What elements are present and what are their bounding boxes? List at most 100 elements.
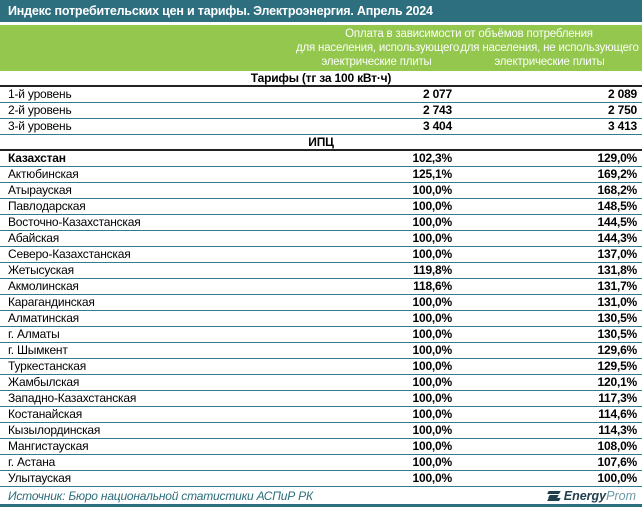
table-row: Абайская 100,0% 144,3%	[0, 230, 642, 247]
energyprom-logo: Energy Prom	[547, 489, 636, 503]
value-without-plates: 148,5%	[457, 198, 642, 215]
table-row: Атырауская 100,0% 168,2%	[0, 182, 642, 199]
value-without-plates: 120,1%	[457, 374, 642, 391]
row-label: Карагандинская	[0, 294, 296, 311]
value-without-plates: 2 750	[457, 102, 642, 119]
value-without-plates: 144,5%	[457, 214, 642, 231]
table-row: Костанайская 100,0% 114,6%	[0, 406, 642, 423]
row-label: г. Астана	[0, 454, 296, 471]
source-note: Источник: Бюро национальной статистики А…	[8, 489, 313, 503]
row-label: Жетысуская	[0, 262, 296, 279]
row-label: Кызылординская	[0, 422, 296, 439]
value-with-plates: 2 743	[296, 102, 457, 119]
table-row: Кызылординская 100,0% 114,3%	[0, 422, 642, 439]
value-with-plates: 100,0%	[296, 390, 457, 407]
row-label: Казахстан	[0, 150, 296, 167]
row-label: Северо-Казахстанская	[0, 246, 296, 263]
value-without-plates: 131,8%	[457, 262, 642, 279]
value-with-plates: 2 077	[296, 86, 457, 103]
value-with-plates: 102,3%	[296, 150, 457, 167]
section-title: ИПЦ	[0, 134, 642, 151]
value-with-plates: 100,0%	[296, 358, 457, 375]
table-row: г. Шымкент 100,0% 129,6%	[0, 342, 642, 359]
row-label: Костанайская	[0, 406, 296, 423]
value-with-plates: 100,0%	[296, 326, 457, 343]
table-row: 1-й уровень 2 077 2 089	[0, 86, 642, 103]
value-without-plates: 130,5%	[457, 310, 642, 327]
tariffs-ipc-table: Тарифы (тг за 100 кВт·ч) 1-й уровень 2 0…	[0, 71, 642, 487]
table-row: г. Астана 100,0% 107,6%	[0, 454, 642, 471]
value-with-plates: 100,0%	[296, 310, 457, 327]
row-label: Актюбинская	[0, 166, 296, 183]
table-row: Павлодарская 100,0% 148,5%	[0, 198, 642, 215]
row-label: Павлодарская	[0, 198, 296, 215]
row-label: Западно-Казахстанская	[0, 390, 296, 407]
value-without-plates: 3 413	[457, 118, 642, 135]
table-row: 3-й уровень 3 404 3 413	[0, 118, 642, 135]
value-without-plates: 107,6%	[457, 454, 642, 471]
value-with-plates: 3 404	[296, 118, 457, 135]
divider	[0, 22, 642, 25]
logo-text-energy: Energy	[563, 489, 607, 503]
footer: Источник: Бюро национальной статистики А…	[0, 487, 642, 504]
row-label: 1-й уровень	[0, 86, 296, 103]
table-row: Восточно-Казахстанская 100,0% 144,5%	[0, 214, 642, 231]
value-with-plates: 100,0%	[296, 470, 457, 487]
value-with-plates: 100,0%	[296, 422, 457, 439]
row-label: г. Алматы	[0, 326, 296, 343]
value-with-plates: 100,0%	[296, 454, 457, 471]
table-row: Жетысуская 119,8% 131,8%	[0, 262, 642, 279]
value-with-plates: 100,0%	[296, 438, 457, 455]
row-label: Алматинская	[0, 310, 296, 327]
value-with-plates: 119,8%	[296, 262, 457, 279]
value-with-plates: 125,1%	[296, 166, 457, 183]
value-without-plates: 129,0%	[457, 150, 642, 167]
section-title: Тарифы (тг за 100 кВт·ч)	[0, 71, 642, 87]
table-row: Алматинская 100,0% 130,5%	[0, 310, 642, 327]
value-with-plates: 100,0%	[296, 342, 457, 359]
value-without-plates: 129,6%	[457, 342, 642, 359]
table-row: Западно-Казахстанская 100,0% 117,3%	[0, 390, 642, 407]
bottom-border	[0, 504, 642, 507]
col-header-with-plates-line2: электрические плиты	[321, 56, 432, 68]
col-header-with-plates-line1: для населения, использующего	[296, 42, 460, 54]
table-row: Северо-Казахстанская 100,0% 137,0%	[0, 246, 642, 263]
value-without-plates: 144,3%	[457, 230, 642, 247]
section-header-ipc: ИПЦ	[0, 134, 642, 151]
table-row: Улытауская 100,0% 100,0%	[0, 470, 642, 487]
value-without-plates: 129,5%	[457, 358, 642, 375]
consumption-span-label: Оплата в зависимости от объёмов потребле…	[345, 28, 593, 40]
table-row: Карагандинская 100,0% 131,0%	[0, 294, 642, 311]
table-row: 2-й уровень 2 743 2 750	[0, 102, 642, 119]
value-without-plates: 168,2%	[457, 182, 642, 199]
row-label: Акмолинская	[0, 278, 296, 295]
table-row: Туркестанская 100,0% 129,5%	[0, 358, 642, 375]
value-with-plates: 100,0%	[296, 406, 457, 423]
value-with-plates: 100,0%	[296, 214, 457, 231]
table-row-kazakhstan: Казахстан 102,3% 129,0%	[0, 150, 642, 167]
row-label: 3-й уровень	[0, 118, 296, 135]
row-label: Восточно-Казахстанская	[0, 214, 296, 231]
value-with-plates: 100,0%	[296, 294, 457, 311]
value-with-plates: 100,0%	[296, 374, 457, 391]
value-without-plates: 130,5%	[457, 326, 642, 343]
row-label: Улытауская	[0, 470, 296, 487]
page-title: Индекс потребительских цен и тарифы. Эле…	[8, 4, 433, 18]
value-without-plates: 131,7%	[457, 278, 642, 295]
col-header-without-plates-line2: электрические плиты	[494, 56, 605, 68]
title-bar: Индекс потребительских цен и тарифы. Эле…	[0, 0, 642, 22]
table-row: Актюбинская 125,1% 169,2%	[0, 166, 642, 183]
value-without-plates: 100,0%	[457, 470, 642, 487]
value-with-plates: 100,0%	[296, 182, 457, 199]
value-without-plates: 114,3%	[457, 422, 642, 439]
row-label: Абайская	[0, 230, 296, 247]
row-label: г. Шымкент	[0, 342, 296, 359]
value-with-plates: 100,0%	[296, 246, 457, 263]
row-label: Мангистауская	[0, 438, 296, 455]
value-with-plates: 100,0%	[296, 198, 457, 215]
value-without-plates: 131,0%	[457, 294, 642, 311]
table-row: Мангистауская 100,0% 108,0%	[0, 438, 642, 455]
value-with-plates: 118,6%	[296, 278, 457, 295]
table-row: Жамбылская 100,0% 120,1%	[0, 374, 642, 391]
value-without-plates: 137,0%	[457, 246, 642, 263]
